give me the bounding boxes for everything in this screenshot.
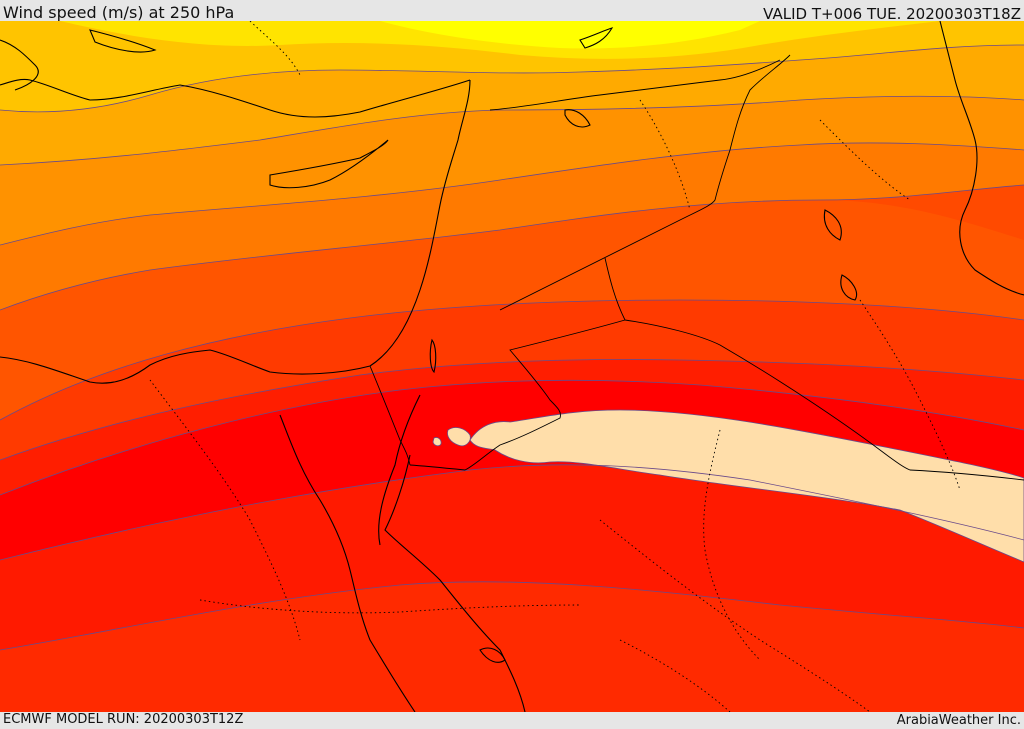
dotted-border: [599, 519, 871, 712]
jet-core-zone: [469, 409, 1024, 563]
contour-line: [0, 44, 1024, 113]
contour-line: [0, 184, 1024, 311]
footer-bar: ECMWF MODEL RUN: 20200303T12Z ArabiaWeat…: [0, 712, 1024, 729]
band-6: [0, 300, 1024, 460]
coastline-sinai: [378, 394, 421, 546]
contour-line: [0, 142, 1024, 246]
contour-line: [0, 379, 1024, 496]
dotted-border: [819, 119, 911, 201]
credit-label: ArabiaWeather Inc.: [896, 713, 1021, 728]
dotted-border: [639, 99, 691, 211]
dotted-border: [249, 21, 301, 76]
dotted-border: [859, 299, 961, 491]
coastline-aegean: [0, 39, 39, 91]
band-9: [0, 464, 1024, 650]
map-canvas: [0, 21, 1024, 712]
band-7: [0, 359, 1024, 495]
contour-line: [0, 581, 1024, 651]
model-run-label: ECMWF MODEL RUN: 20200303T12Z: [3, 712, 244, 727]
boundary-jordan-saudi-south: [409, 319, 626, 471]
band-10: [0, 581, 1024, 712]
wind-speed-map[interactable]: [0, 21, 1024, 712]
jet-core-islet: [447, 427, 471, 447]
valid-time-label: VALID T+006 TUE. 20200303T18Z: [763, 5, 1021, 23]
dotted-border: [149, 379, 301, 641]
lake-urmia: [579, 27, 614, 49]
contour-line: [0, 359, 1024, 461]
island-crete: [89, 29, 157, 53]
coast-gulf-aqaba: [479, 647, 506, 663]
jet-core-islet-2: [432, 437, 442, 447]
band-2: [0, 45, 1024, 165]
lake-small: [840, 274, 858, 301]
contour-line: [0, 95, 1024, 166]
band-peak: [380, 21, 760, 49]
boundary-egypt-israel: [369, 365, 411, 466]
band-5: [0, 200, 1024, 420]
dotted-border: [703, 429, 761, 661]
coastline-red-sea-east: [384, 454, 526, 712]
map-title: Wind speed (m/s) at 250 hPa: [3, 3, 235, 22]
coastline-mediterranean: [0, 79, 471, 384]
dead-sea-outline: [429, 338, 437, 374]
coastline-turkey: [0, 78, 471, 118]
lake-van: [564, 109, 591, 128]
coastline-red-sea-west: [279, 414, 416, 712]
boundary-turkey-syria: [489, 59, 781, 111]
contour-line: [0, 464, 1024, 561]
contour-line: [0, 299, 1024, 421]
coastline-persian-gulf: [939, 21, 1024, 296]
kuwait-lakes: [823, 209, 842, 241]
boundary-saudi-jordan: [499, 54, 791, 311]
header-bar: Wind speed (m/s) at 250 hPa VALID T+006 …: [0, 0, 1024, 23]
island-cyprus: [269, 139, 389, 189]
band-4: [0, 142, 1024, 310]
dotted-border: [619, 639, 731, 712]
band-3: [0, 96, 1024, 245]
